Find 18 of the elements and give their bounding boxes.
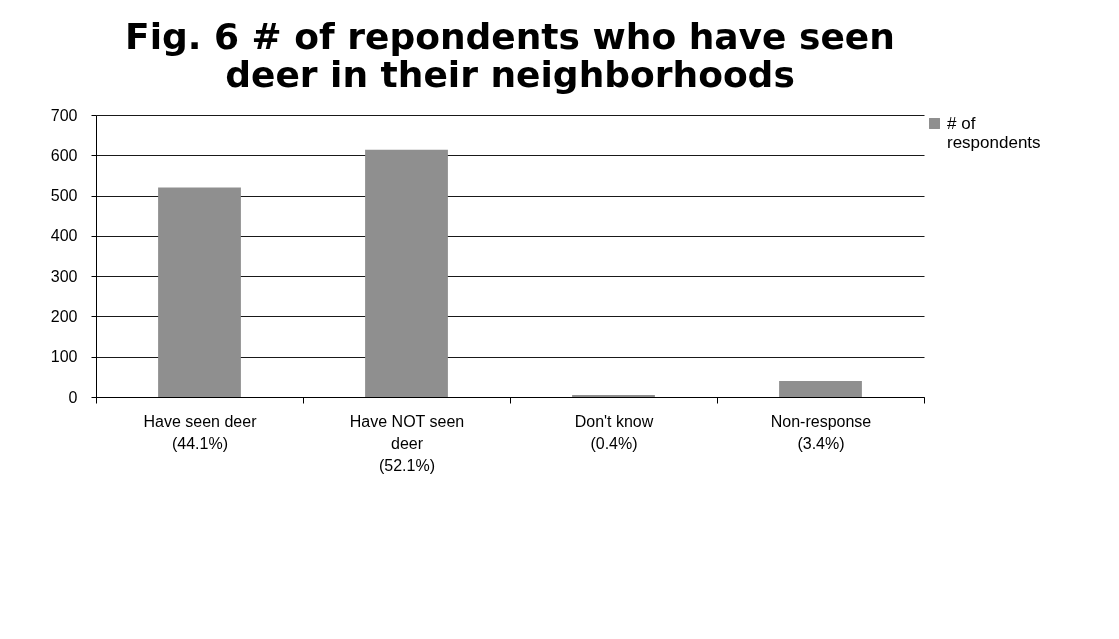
y-tick-label: 700 (50, 106, 78, 124)
bar (365, 149, 448, 397)
y-tick-label: 300 (50, 267, 78, 285)
bar (158, 187, 241, 397)
y-tick-label: 400 (50, 227, 78, 245)
bar (779, 380, 862, 397)
chart-title: Fig. 6 # of repondents who have seen deer in their neighborhoods (125, 16, 895, 95)
x-tick-label: Have NOT seen deer (52.1%) (349, 412, 465, 474)
y-tick-label: 500 (50, 187, 78, 205)
legend-label: # of respondents (947, 113, 1041, 152)
y-tick-label: 200 (50, 307, 78, 325)
y-tick-label: 0 (68, 388, 78, 406)
x-tick-label: Have seen deer (44.1%) (143, 412, 258, 452)
y-tick-label: 100 (50, 348, 78, 366)
y-tick-label: 600 (50, 146, 78, 164)
bar (572, 394, 655, 397)
x-tick-label: Non-response (3.4%) (770, 412, 872, 452)
x-tick-label: Don't know (0.4%) (574, 412, 654, 452)
